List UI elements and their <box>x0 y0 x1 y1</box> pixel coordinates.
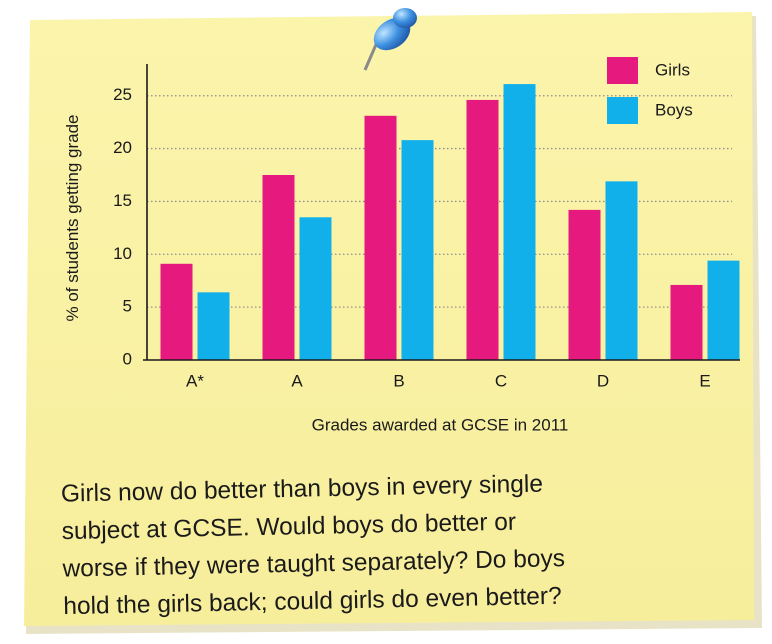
bar <box>401 140 434 360</box>
plot-area: 0 5 10 15 20 25 A* A B C D E Girls Boys <box>113 57 740 390</box>
x-tick-label: D <box>597 371 609 390</box>
bar <box>364 115 397 360</box>
y-tick-label: 15 <box>113 191 132 210</box>
bar <box>160 263 193 360</box>
x-tick-label: A* <box>186 371 204 390</box>
bar <box>299 217 332 360</box>
y-tick-label: 5 <box>123 297 132 316</box>
legend-label: Girls <box>655 60 690 79</box>
y-tick-label: 25 <box>113 85 132 104</box>
y-tick-label: 0 <box>123 349 132 368</box>
bar <box>466 99 499 360</box>
bar <box>568 209 601 360</box>
push-pin <box>363 8 417 71</box>
y-tick-label: 10 <box>113 244 132 263</box>
bar <box>707 260 740 360</box>
y-axis-label: % of students getting grade <box>63 115 82 322</box>
bar <box>262 175 295 360</box>
y-tick-label: 20 <box>113 138 132 157</box>
legend-swatch <box>607 57 638 84</box>
x-tick-label: C <box>495 371 507 390</box>
bar <box>503 84 536 360</box>
x-axis-label: Grades awarded at GCSE in 2011 <box>312 415 569 434</box>
legend-label: Boys <box>655 100 693 119</box>
x-tick-label: E <box>699 371 710 390</box>
legend-swatch <box>607 97 638 124</box>
x-tick-label: A <box>291 371 303 390</box>
x-tick-label: B <box>393 371 404 390</box>
bar <box>605 181 638 360</box>
bar <box>197 292 230 360</box>
bar <box>670 284 703 360</box>
